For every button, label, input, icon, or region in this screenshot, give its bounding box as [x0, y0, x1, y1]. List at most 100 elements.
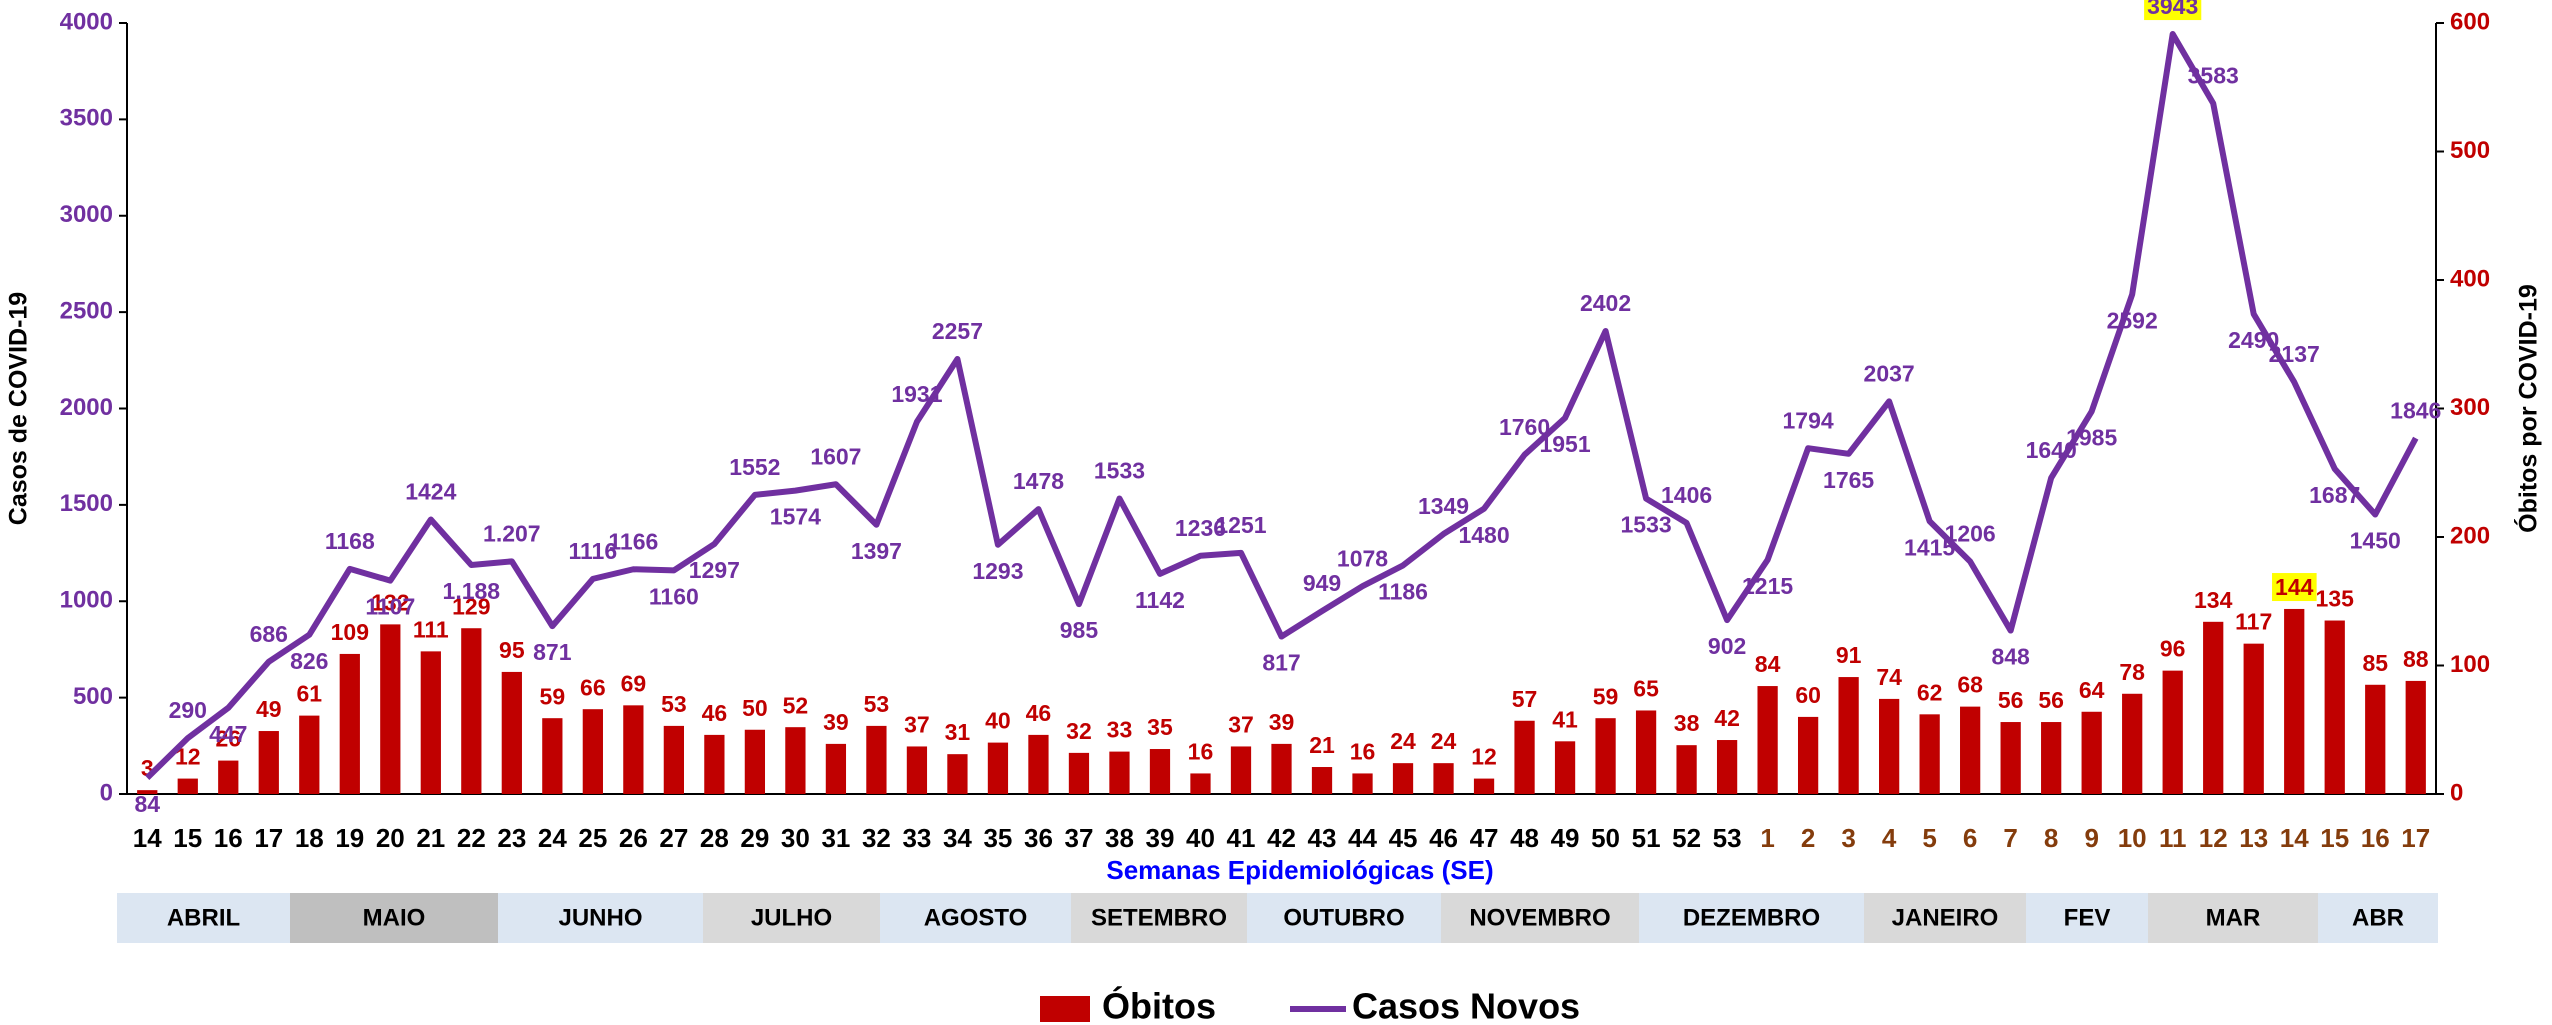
bar [461, 628, 482, 794]
data-label: 2137 [2269, 341, 2320, 367]
data-label: 84 [1755, 651, 1781, 677]
x-tick-label: 23 [497, 823, 526, 853]
data-label: 1985 [2066, 424, 2117, 450]
bar [1595, 718, 1616, 794]
month-cell [1441, 893, 1639, 943]
x-tick-label: 18 [295, 823, 324, 853]
data-label: 1552 [729, 454, 780, 480]
data-label: 1160 [649, 583, 699, 609]
data-label: 1478 [1013, 468, 1064, 494]
data-label: 24 [1390, 728, 1416, 754]
data-label: 88 [2403, 646, 2429, 672]
month-cell [1639, 893, 1864, 943]
month: MAIO [290, 893, 498, 943]
bar [1149, 749, 1171, 794]
x-tick-label: 7 [2003, 823, 2017, 853]
month-cell [2026, 893, 2148, 943]
data-label: 1574 [770, 504, 821, 530]
data-label: 32 [1066, 718, 1092, 744]
x-tick-label: 9 [2084, 823, 2098, 853]
bar [704, 734, 725, 794]
data-label: 56 [1998, 687, 2024, 713]
data-label: 686 [250, 621, 288, 647]
y-tick-label: 4000 [60, 8, 113, 35]
data-label: 37 [904, 712, 930, 738]
month-label: FEV [2064, 904, 2111, 931]
data-label: 1.207 [483, 520, 541, 546]
data-label: 59 [1593, 683, 1619, 709]
data-label: 1931 [891, 381, 942, 407]
data-label: 53 [864, 691, 890, 717]
data-label: 1116 [569, 538, 618, 564]
data-label: 1206 [1945, 521, 1996, 547]
data-label: 49 [256, 696, 282, 722]
x-tick-label: 40 [1186, 823, 1215, 853]
month: OUTUBRO [1247, 893, 1441, 943]
month: AGOSTO [880, 893, 1071, 943]
month: FEV [2026, 893, 2148, 943]
bar [1109, 751, 1130, 794]
x-tick-label: 19 [335, 823, 364, 853]
x-tick-label: 24 [538, 823, 567, 853]
bar [623, 705, 644, 794]
data-label: 109 [331, 619, 369, 645]
month-label: NOVEMBRO [1469, 904, 1610, 931]
data-label: 1480 [1458, 522, 1509, 548]
data-label: 1.188 [443, 578, 501, 604]
month: ABR [2318, 893, 2438, 943]
data-label: 1166 [608, 528, 658, 554]
x-tick-label: 45 [1389, 823, 1418, 853]
bar [906, 746, 928, 794]
month-label: DEZEMBRO [1683, 904, 1820, 931]
month-cell [2148, 893, 2318, 943]
data-label: 62 [1917, 679, 1943, 705]
bar [501, 671, 522, 794]
data-label: 2592 [2107, 307, 2158, 333]
x-tick-label: 14 [2280, 823, 2309, 853]
x-tick-label: 8 [2044, 823, 2058, 853]
x-tick-label: 3 [1841, 823, 1855, 853]
data-label: 65 [1633, 676, 1659, 702]
data-label: 949 [1303, 570, 1341, 596]
data-label: 26 [215, 726, 241, 752]
data-label: 1168 [325, 528, 375, 554]
bar [2365, 684, 2386, 794]
data-label: 59 [540, 683, 566, 709]
y2-axis-title: Óbitos por COVID-19 [2513, 284, 2543, 533]
x-tick-label: 49 [1551, 823, 1580, 853]
data-label: 95 [499, 637, 525, 663]
data-label: 2490 [2228, 327, 2279, 353]
x-tick-label: 42 [1267, 823, 1296, 853]
data-label: 1951 [1539, 431, 1590, 457]
bar [2243, 643, 2264, 794]
bar [299, 715, 320, 794]
x-tick-label: 10 [2118, 823, 2147, 853]
x-tick-label: 4 [1882, 823, 1897, 853]
bar [825, 743, 847, 794]
bar [2081, 711, 2102, 794]
x-tick-label: 46 [1429, 823, 1458, 853]
y-tick-label: 0 [100, 779, 113, 806]
data-label: 60 [1795, 682, 1821, 708]
data-label: 447 [209, 721, 247, 747]
x-tick-label: 5 [1922, 823, 1936, 853]
x-tick-label: 28 [700, 823, 729, 853]
x-tick-label: 29 [740, 823, 769, 853]
data-label: 848 [1991, 644, 2030, 670]
data-label: 132 [371, 589, 409, 615]
y2-tick-label: 400 [2450, 265, 2490, 292]
bar [137, 790, 158, 794]
month: JANEIRO [1864, 893, 2026, 943]
x-tick-label: 32 [862, 823, 891, 853]
bar [2203, 621, 2224, 794]
month-label: JANEIRO [1892, 904, 1999, 931]
data-label: 16 [1350, 739, 1376, 765]
data-label: 69 [621, 670, 647, 696]
month-label: AGOSTO [924, 904, 1028, 931]
month-cell [1247, 893, 1441, 943]
month-cell [880, 893, 1071, 943]
bar [218, 760, 239, 794]
data-label: 21 [1309, 732, 1335, 758]
x-tick-label: 6 [1963, 823, 1977, 853]
data-label: 1406 [1661, 482, 1712, 508]
